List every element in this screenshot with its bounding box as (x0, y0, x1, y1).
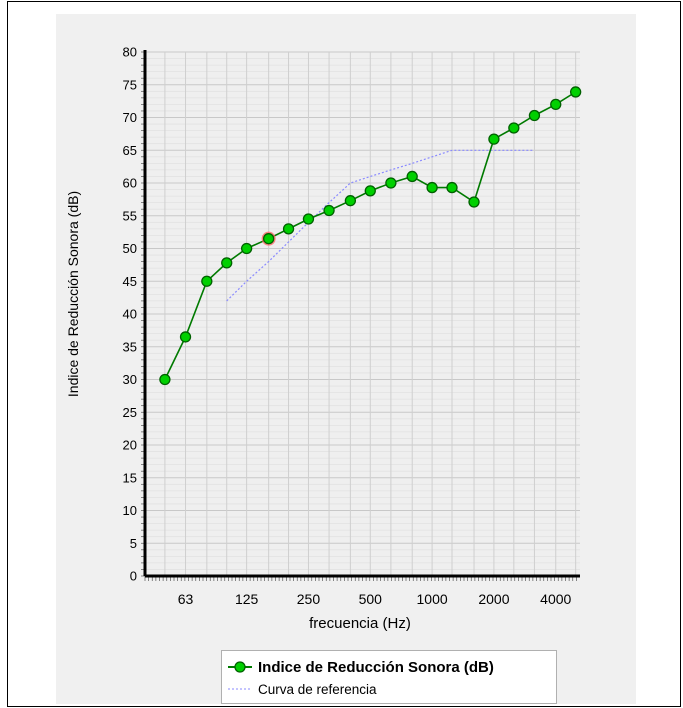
y-tick-label: 70 (123, 110, 137, 125)
chart-svg: 0 5 10 15 20 25 30 35 40 45 50 55 60 65 70 75 80 63 125 250… (65, 45, 582, 632)
data-point (385, 177, 397, 189)
y-tick-label: 10 (123, 503, 137, 518)
legend-label-main: Indice de Reducción Sonora (dB) (258, 658, 494, 676)
legend-item-reference: Curva de referencia (228, 679, 377, 699)
data-point (528, 109, 541, 122)
data-point (221, 257, 233, 269)
data-point (240, 242, 253, 255)
x-tick-label: 125 (235, 591, 259, 607)
y-tick-label: 35 (123, 339, 137, 354)
y-tick-label: 45 (123, 274, 137, 289)
x-tick-label: 63 (178, 591, 194, 607)
x-tick-label: 4000 (540, 591, 571, 607)
data-point (323, 204, 335, 217)
data-point (488, 133, 500, 145)
data-point (179, 331, 192, 343)
series-line-reference (226, 149, 535, 302)
reference-series (226, 149, 535, 302)
y-tick-label: 50 (123, 241, 137, 256)
x-axis-label: frecuencia (Hz) (309, 615, 411, 632)
y-tick-label: 40 (123, 307, 137, 322)
data-point (201, 275, 213, 287)
data-point (446, 181, 458, 194)
legend-label-reference: Curva de referencia (258, 681, 377, 697)
axes (141, 50, 580, 581)
y-tick-label: 20 (123, 438, 137, 453)
y-tick-label: 65 (123, 143, 137, 158)
y-tick-label: 60 (123, 176, 137, 191)
y-tick-label: 0 (130, 569, 137, 584)
main-series (159, 86, 582, 386)
legend-marker-main (228, 661, 252, 673)
legend-marker-reference (228, 688, 252, 690)
data-point (508, 122, 520, 134)
legend: Indice de Reducción Sonora (dB) Curva de… (221, 650, 557, 704)
y-axis-label: Indice de Reducción Sonora (dB) (65, 191, 81, 397)
y-tick-label: 15 (123, 470, 137, 485)
x-tick-label: 250 (297, 591, 321, 607)
grid (144, 51, 580, 577)
data-point (282, 223, 295, 235)
x-tick-label: 1000 (417, 591, 448, 607)
data-point (364, 185, 376, 197)
data-point (550, 98, 562, 111)
x-tick-label: 2000 (478, 591, 509, 607)
y-tick-label: 30 (123, 372, 137, 387)
data-point (262, 233, 275, 245)
data-point (159, 373, 171, 386)
y-tick-label: 5 (130, 536, 137, 551)
y-tick-label: 55 (123, 208, 137, 223)
data-point (468, 196, 480, 208)
legend-item-main: Indice de Reducción Sonora (dB) (228, 657, 494, 677)
y-tick-label: 80 (123, 45, 137, 60)
y-tick-label: 75 (123, 77, 137, 92)
tick-labels: 0 5 10 15 20 25 30 35 40 45 50 55 60 65 70 75 80 63 125 250… (123, 45, 572, 608)
data-point (569, 86, 582, 98)
data-point (406, 170, 418, 183)
y-tick-label: 25 (123, 405, 137, 420)
x-tick-label: 500 (359, 591, 383, 607)
data-point (426, 181, 438, 194)
chart-panel: 0 5 10 15 20 25 30 35 40 45 50 55 60 65 70 75 80 63 125 250… (56, 14, 636, 704)
data-point (302, 213, 315, 225)
data-point (344, 195, 357, 207)
